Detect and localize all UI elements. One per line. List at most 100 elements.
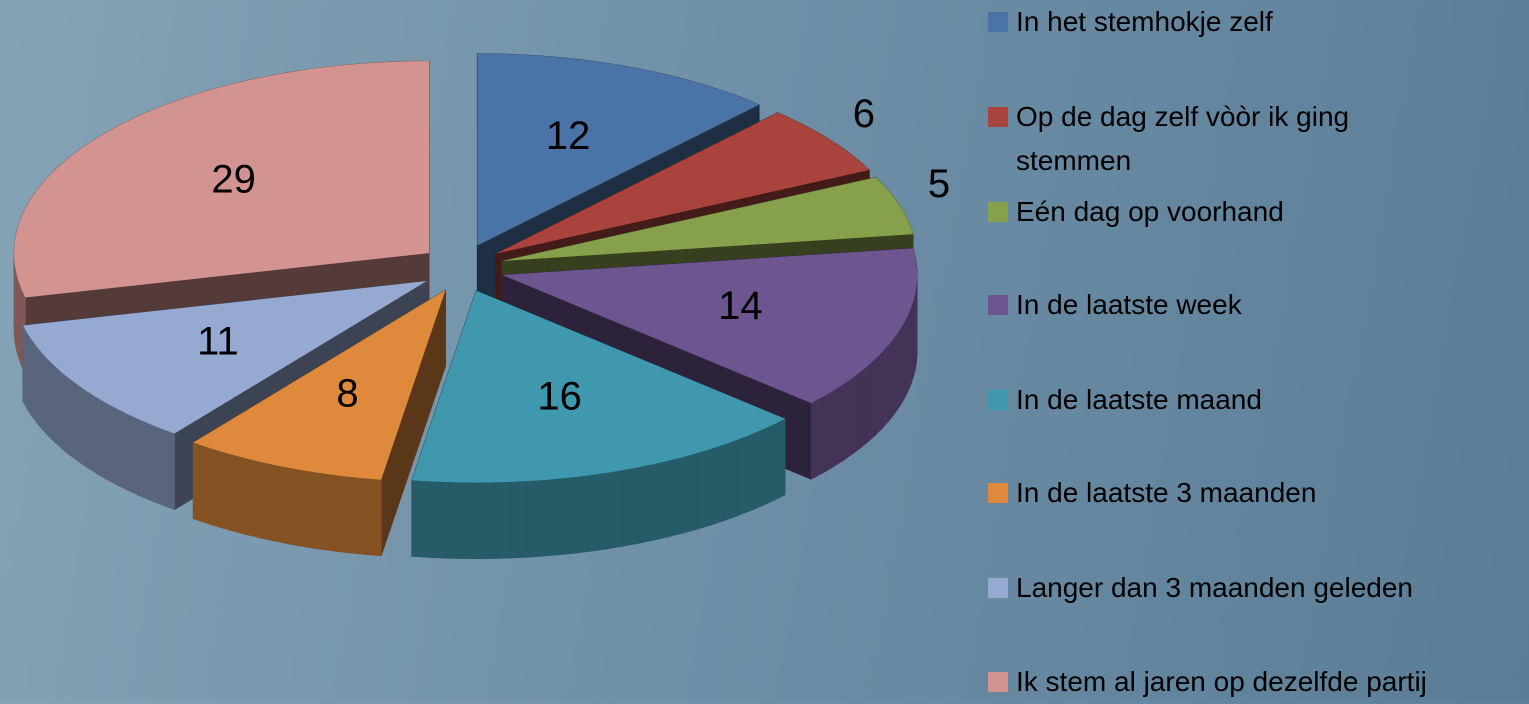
legend-label: Eén dag op voorhand <box>1016 190 1284 234</box>
slice-side <box>62 373 70 455</box>
slice-side <box>206 447 219 527</box>
data-label: 12 <box>546 114 591 158</box>
slice-side <box>37 346 43 429</box>
slice-side <box>832 385 842 467</box>
slice-side <box>668 457 682 537</box>
slice-side <box>55 367 62 449</box>
slice-side <box>683 453 697 533</box>
slice-side <box>527 480 543 557</box>
slice-side <box>193 443 206 523</box>
slice-side <box>139 419 151 500</box>
slice-side <box>904 316 908 399</box>
slice-side <box>107 403 117 485</box>
legend-label: In de laatste maand <box>1016 378 1262 422</box>
slice-side <box>899 324 903 407</box>
slice-side <box>711 445 724 525</box>
slice-side <box>774 419 785 501</box>
legend-swatch <box>988 483 1008 503</box>
legend-label: Op de dag zelf vòòr ik ging stemmen <box>1016 95 1418 183</box>
slice-side <box>592 473 608 551</box>
slice-side <box>653 461 668 540</box>
slice-side <box>623 467 638 546</box>
slice-side <box>27 333 32 416</box>
slice-side <box>79 386 88 468</box>
slice-side <box>319 473 334 551</box>
slice-side <box>461 482 478 558</box>
slice-side <box>48 360 55 443</box>
slice-side <box>31 340 36 423</box>
legend-item: Langer dan 3 maanden geleden <box>988 566 1413 610</box>
slice-side <box>70 379 78 461</box>
legend-label: In de laatste week <box>1016 283 1242 327</box>
slice-side <box>724 440 737 521</box>
slice-side <box>608 470 624 549</box>
slice-side <box>882 345 888 428</box>
legend-item: In de laatste 3 maanden <box>988 471 1316 515</box>
slice-side <box>246 459 260 538</box>
slice-side <box>638 464 653 543</box>
slice-side <box>233 455 247 535</box>
legend-item: Op de dag zelf vòòr ik ging stemmen <box>988 95 1418 183</box>
slice-side <box>97 397 107 479</box>
slice-side <box>428 481 444 558</box>
slice-side <box>445 482 461 558</box>
slice-side <box>350 477 366 555</box>
slice-side <box>875 352 882 435</box>
legend-item: In het stemhokje zelf <box>988 0 1273 44</box>
slice-side <box>811 397 822 479</box>
slice-side <box>576 475 592 553</box>
legend-swatch <box>988 202 1008 222</box>
slice-side <box>697 449 711 529</box>
legend-item: In de laatste maand <box>988 378 1262 422</box>
slice-side <box>888 338 894 421</box>
legend-swatch <box>988 295 1008 315</box>
legend-swatch <box>988 672 1008 692</box>
slice-side <box>478 482 495 558</box>
legend-item: In de laatste week <box>988 283 1242 327</box>
slice-side <box>219 451 232 531</box>
legend-swatch <box>988 578 1008 598</box>
slice-side <box>494 482 510 558</box>
slice-side <box>128 414 139 495</box>
slice-side <box>842 379 851 461</box>
data-label: 29 <box>211 157 256 201</box>
legend-item: Ik stem al jaren op dezelfde partij <box>988 660 1427 704</box>
slice-side <box>737 435 750 516</box>
legend-item: Eén dag op voorhand <box>988 190 1284 234</box>
legend-swatch <box>988 107 1008 127</box>
legend-label: In het stemhokje zelf <box>1016 0 1273 44</box>
data-label: 8 <box>336 372 358 416</box>
legend-swatch <box>988 390 1008 410</box>
slice-side <box>87 392 96 474</box>
slice-side <box>261 462 275 541</box>
legend-label: Langer dan 3 maanden geleden <box>1016 566 1413 610</box>
slice-side <box>894 331 899 414</box>
slice-side <box>750 430 762 511</box>
data-label: 6 <box>853 92 875 136</box>
data-label: 14 <box>718 284 763 328</box>
slice-side <box>822 391 832 473</box>
slice-side <box>304 471 319 549</box>
slice-side <box>560 477 576 555</box>
data-label: 5 <box>928 162 950 206</box>
slice-side <box>543 479 559 556</box>
data-label: 16 <box>537 375 582 419</box>
slice-side <box>868 359 875 442</box>
slice-side <box>275 465 290 544</box>
legend-label: In de laatste 3 maanden <box>1016 471 1316 515</box>
slice-side <box>19 283 22 366</box>
slice-side <box>762 424 774 505</box>
slice-side <box>851 373 860 455</box>
slice-side <box>335 475 350 553</box>
slice-side <box>412 480 428 557</box>
slice-side <box>23 325 27 408</box>
slice-side <box>366 478 382 555</box>
slice-side <box>117 409 128 490</box>
slice-side <box>511 481 527 558</box>
legend-label: Ik stem al jaren op dezelfde partij <box>1016 660 1427 704</box>
slice-side <box>162 429 174 510</box>
slice-side <box>150 424 162 505</box>
legend-swatch <box>988 12 1008 32</box>
